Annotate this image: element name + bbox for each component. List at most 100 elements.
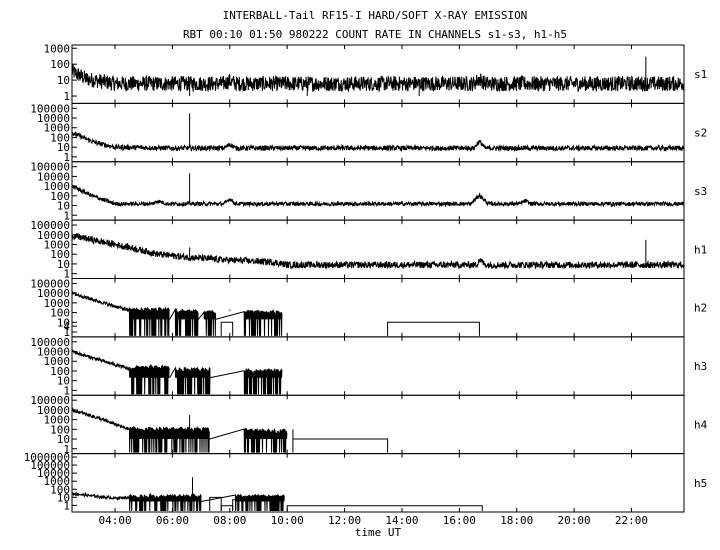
y-tick-label: 100000 (30, 161, 70, 174)
y-tick-label: 1 (63, 209, 70, 222)
series-line-h1 (71, 232, 685, 270)
y-tick-label: 1000000 (24, 451, 70, 464)
panel-label-h4: h4 (694, 418, 708, 431)
y-tick-label: 100 (50, 365, 70, 378)
y-tick-label: 10000 (37, 112, 70, 125)
y-tick-label: 1000 (44, 414, 71, 427)
panel-label-s1: s1 (694, 68, 707, 81)
series-step-h4 (292, 438, 389, 453)
y-tick-label: 10000 (37, 467, 70, 480)
panel-frame (71, 219, 685, 279)
y-tick-label: 100 (50, 423, 70, 436)
y-tick-label: 100000 (30, 394, 70, 407)
series-line-h3 (71, 349, 283, 395)
y-tick-label: 10 (57, 316, 70, 329)
y-tick-label: 1 (63, 268, 70, 281)
panels: 1101001000s1110100100010000100000s211010… (24, 42, 708, 513)
panel-frame (71, 44, 685, 104)
y-tick-label: 10 (57, 433, 70, 446)
series-line-s1 (71, 64, 685, 93)
panel-frame (71, 336, 685, 396)
chart-subtitle: RBT 00:10 01:50 980222 COUNT RATE IN CHA… (183, 28, 567, 41)
y-tick-label: 1 (63, 384, 70, 397)
panel-label-s3: s3 (694, 185, 707, 198)
y-tick-label: 1000 (44, 42, 71, 55)
y-tick-label: 100000 (30, 459, 70, 472)
y-tick-label: 10000 (37, 404, 70, 417)
y-tick-label: 1 (63, 326, 70, 339)
x-axis-label: time UT (355, 526, 402, 539)
series-line-s2 (71, 131, 685, 153)
series-line-h2 (71, 290, 283, 336)
y-tick-label: 100000 (30, 219, 70, 232)
y-tick-label: 100 (50, 307, 70, 320)
y-tick-label: 1 (63, 151, 70, 164)
y-tick-label: 100000 (30, 277, 70, 290)
y-tick-label: 10 (57, 258, 70, 271)
panel-label-h1: h1 (694, 243, 707, 256)
y-tick-label: 10 (57, 141, 70, 154)
y-tick-label: 100 (50, 190, 70, 203)
y-tick-label: 10 (57, 491, 70, 504)
y-tick-label: 10 (57, 375, 70, 388)
x-axis: 04:00 06:00 08:00 10:00 12:00 14:00 16:00 18:00… (98, 514, 648, 527)
y-tick-label: 100 (50, 131, 70, 144)
series-line-h4 (71, 407, 288, 453)
y-tick-label: 1000 (44, 122, 71, 135)
y-tick-label: 10 (57, 200, 70, 213)
chart-title: INTERBALL-Tail RF15-I HARD/SOFT X-RAY EM… (223, 9, 528, 22)
series-step-h5 (220, 505, 234, 511)
series-step-h5 (209, 496, 222, 511)
y-tick-label: 100 (50, 58, 70, 71)
series-step-h5 (286, 505, 483, 511)
y-tick-label: 1000 (44, 355, 71, 368)
y-tick-label: 1000 (44, 475, 71, 488)
y-tick-label: 10000 (37, 346, 70, 359)
y-tick-label: 100000 (30, 102, 70, 115)
panel-label-h5: h5 (694, 477, 707, 490)
panel-frame (71, 278, 685, 338)
y-tick-label: 1000 (44, 297, 71, 310)
y-tick-label: 10000 (37, 170, 70, 183)
y-tick-label: 10 (57, 74, 70, 87)
x-tick-label: 18:00 (500, 514, 533, 527)
x-tick-label: 04:00 (98, 514, 131, 527)
panel-label-s2: s2 (694, 127, 707, 140)
y-tick-label: 4 (63, 320, 70, 333)
x-tick-label: 06:00 (156, 514, 189, 527)
y-tick-label: 100000 (30, 336, 70, 349)
y-tick-label: 1 (63, 443, 70, 456)
series-step-h5 (232, 499, 237, 511)
x-tick-label: 10:00 (271, 514, 304, 527)
y-tick-label: 1000 (44, 180, 71, 193)
panel-label-h3: h3 (694, 360, 707, 373)
y-tick-label: 1 (63, 90, 70, 103)
series-line-s3 (71, 184, 685, 208)
x-tick-label: 20:00 (558, 514, 591, 527)
x-tick-label: 22:00 (615, 514, 648, 527)
series-line-h5 (71, 490, 285, 512)
y-tick-label: 100 (50, 248, 70, 261)
y-tick-label: 1 (63, 499, 70, 512)
y-tick-label: 10000 (37, 287, 70, 300)
x-tick-label: 12:00 (328, 514, 361, 527)
x-tick-label: 14:00 (385, 514, 418, 527)
panel-label-h2: h2 (694, 302, 707, 315)
y-tick-label: 100 (50, 483, 70, 496)
y-tick-label: 10000 (37, 229, 70, 242)
series-step-h2 (220, 321, 234, 336)
x-tick-label: 16:00 (443, 514, 476, 527)
panel-frame (71, 161, 685, 221)
x-tick-label: 08:00 (213, 514, 246, 527)
series-step-h2 (387, 321, 480, 336)
panel-frame (71, 453, 685, 513)
panel-frame (71, 394, 685, 455)
